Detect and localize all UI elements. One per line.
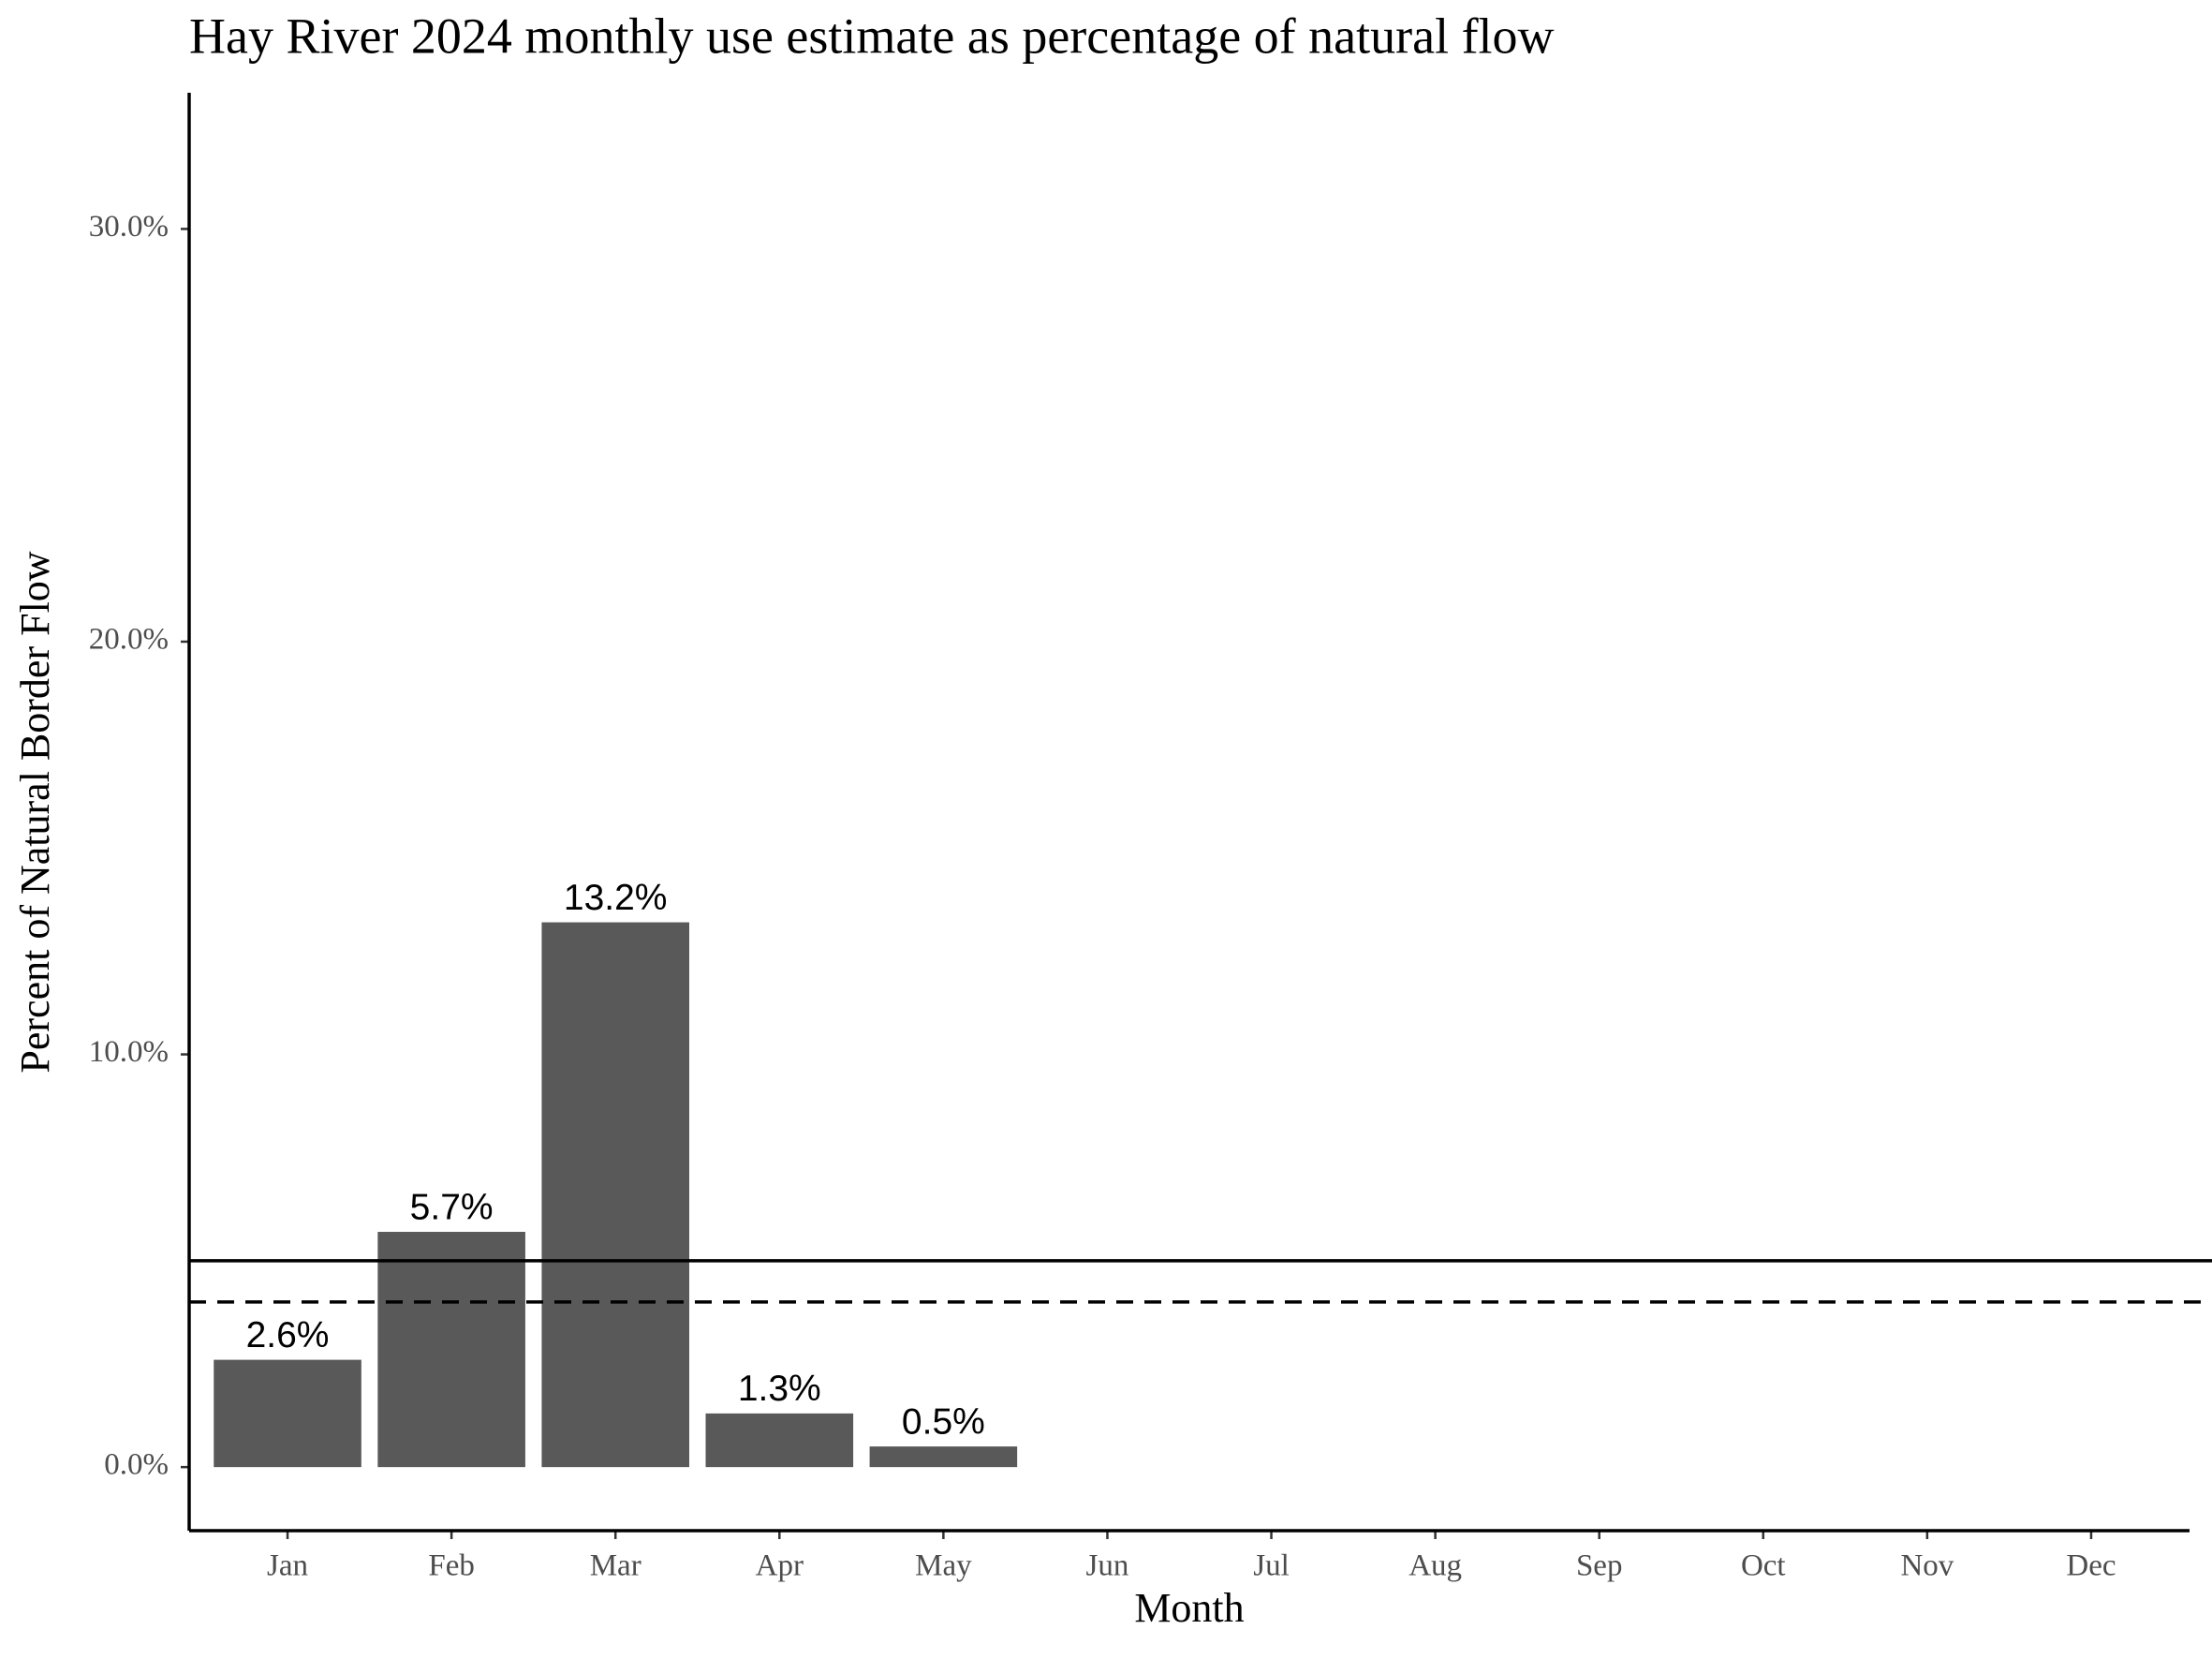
x-tick-label: Dec xyxy=(2066,1549,2116,1583)
value-label: 5.7% xyxy=(410,1187,494,1227)
x-tick-label: Sep xyxy=(1576,1549,1623,1583)
x-tick-label: Mar xyxy=(590,1549,641,1583)
x-tick-label: Jul xyxy=(1253,1549,1290,1583)
x-tick-label: Apr xyxy=(756,1549,804,1583)
y-tick-label: 30.0% xyxy=(89,210,169,244)
value-label: 0.5% xyxy=(902,1401,985,1442)
x-tick-label: Nov xyxy=(1900,1549,1954,1583)
bar xyxy=(541,922,689,1468)
x-tick-label: May xyxy=(915,1549,972,1583)
value-label: 1.3% xyxy=(738,1369,821,1409)
x-tick-label: Feb xyxy=(428,1549,475,1583)
y-axis-title: Percent of Natural Border Flow xyxy=(12,551,58,1073)
x-tick-label: Aug xyxy=(1408,1549,1462,1583)
x-tick-label: Jun xyxy=(1086,1549,1129,1583)
x-tick-label: Jan xyxy=(267,1549,308,1583)
y-tick-label: 20.0% xyxy=(89,623,169,657)
x-tick-label: Oct xyxy=(1741,1549,1786,1583)
x-axis-title: Month xyxy=(1134,1585,1244,1631)
bar xyxy=(705,1413,854,1468)
value-label: 13.2% xyxy=(564,878,668,918)
bar xyxy=(869,1446,1018,1468)
bar xyxy=(214,1359,361,1468)
y-tick-label: 10.0% xyxy=(89,1035,169,1069)
value-label: 2.6% xyxy=(246,1315,330,1355)
chart-title: Hay River 2024 monthly use estimate as p… xyxy=(189,7,1555,64)
y-tick-label: 0.0% xyxy=(104,1448,169,1482)
bar xyxy=(377,1232,525,1468)
